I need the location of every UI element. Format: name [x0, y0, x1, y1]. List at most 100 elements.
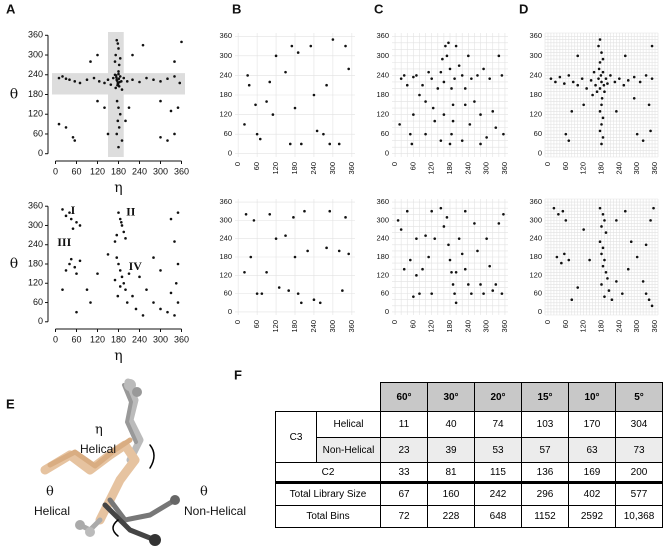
point [97, 80, 101, 83]
point [85, 78, 89, 81]
point [598, 206, 602, 210]
point [649, 219, 652, 222]
point [463, 209, 467, 213]
point [159, 99, 162, 103]
panel-label: D [519, 1, 528, 16]
y-axis-label: θ [10, 256, 18, 272]
point [118, 112, 122, 116]
y-tick-label: 360 [28, 30, 43, 40]
point [441, 57, 444, 61]
point [254, 103, 257, 107]
y-tick-label: 360 [529, 197, 542, 206]
annotation: θ [200, 485, 208, 500]
point [473, 222, 476, 225]
panel-label: F [234, 367, 242, 382]
y-tick-label: 180 [28, 258, 43, 268]
point [615, 280, 618, 283]
point [463, 87, 467, 90]
point [244, 212, 248, 216]
point [399, 228, 403, 231]
point [145, 288, 148, 291]
point [476, 74, 479, 77]
point [567, 258, 571, 262]
x-tick-label: 240 [614, 162, 623, 175]
point [473, 100, 476, 103]
point [644, 292, 648, 295]
point [268, 212, 272, 216]
point [116, 294, 120, 298]
x-tick-label: 60 [408, 320, 417, 328]
point [284, 234, 287, 237]
y-tick-label: 60 [33, 128, 43, 138]
column-header: 60° [380, 382, 428, 412]
point [61, 208, 64, 211]
point [309, 44, 313, 48]
point [347, 252, 350, 256]
x-tick-label: 120 [579, 320, 588, 333]
point [159, 269, 162, 272]
cell: 160 [427, 481, 475, 506]
point [644, 74, 648, 77]
point [576, 54, 580, 58]
point [410, 142, 414, 146]
x-tick-label: 0 [390, 320, 399, 324]
y-tick-label: 300 [529, 215, 542, 224]
point [287, 289, 290, 292]
x-tick-label: 360 [347, 162, 356, 175]
point [554, 80, 557, 84]
point [312, 93, 316, 97]
point [409, 132, 412, 136]
point [68, 211, 71, 214]
point [284, 70, 287, 74]
point [57, 76, 61, 80]
point [122, 230, 126, 234]
y-tick-label: 300 [529, 51, 542, 60]
point [405, 209, 409, 213]
point [447, 243, 450, 247]
x-tick-label: 120 [90, 334, 105, 344]
panel-label: B [232, 1, 241, 16]
point [71, 135, 75, 139]
point [178, 81, 182, 85]
point [120, 224, 124, 227]
point [463, 103, 467, 107]
point [576, 83, 580, 87]
y-tick-label: 240 [529, 234, 542, 243]
y-tick-label: 180 [376, 252, 389, 261]
point [274, 54, 278, 58]
point [563, 252, 566, 256]
x-tick-label: 240 [614, 320, 623, 333]
point [344, 44, 347, 48]
point [318, 301, 322, 305]
x-tick-label: 180 [290, 162, 299, 175]
cell: 11 [380, 411, 428, 438]
x-tick-label: 300 [632, 162, 641, 175]
point [424, 100, 427, 103]
y-tick-label: 240 [376, 70, 389, 79]
point [597, 67, 601, 71]
point [598, 129, 602, 133]
point [488, 77, 491, 80]
point [300, 301, 303, 305]
point [300, 142, 303, 146]
point [115, 132, 119, 136]
point [418, 292, 421, 295]
y-tick-label: 60 [381, 129, 389, 138]
column-header: 15° [521, 382, 569, 412]
point [255, 292, 259, 295]
point [427, 255, 430, 259]
x-tick-label: 240 [132, 334, 147, 344]
point [457, 64, 461, 67]
table-row: Total Bins 72 228 648 1152 2592 10,368 [275, 505, 663, 528]
row-label: C2 [275, 462, 381, 483]
point [450, 132, 453, 136]
y-tick-label: 240 [529, 70, 542, 79]
cell: 648 [474, 505, 522, 528]
point [306, 249, 309, 253]
column-header: 10° [568, 382, 616, 412]
point [122, 76, 126, 80]
point [468, 123, 472, 126]
point [399, 77, 403, 80]
point [467, 283, 470, 286]
